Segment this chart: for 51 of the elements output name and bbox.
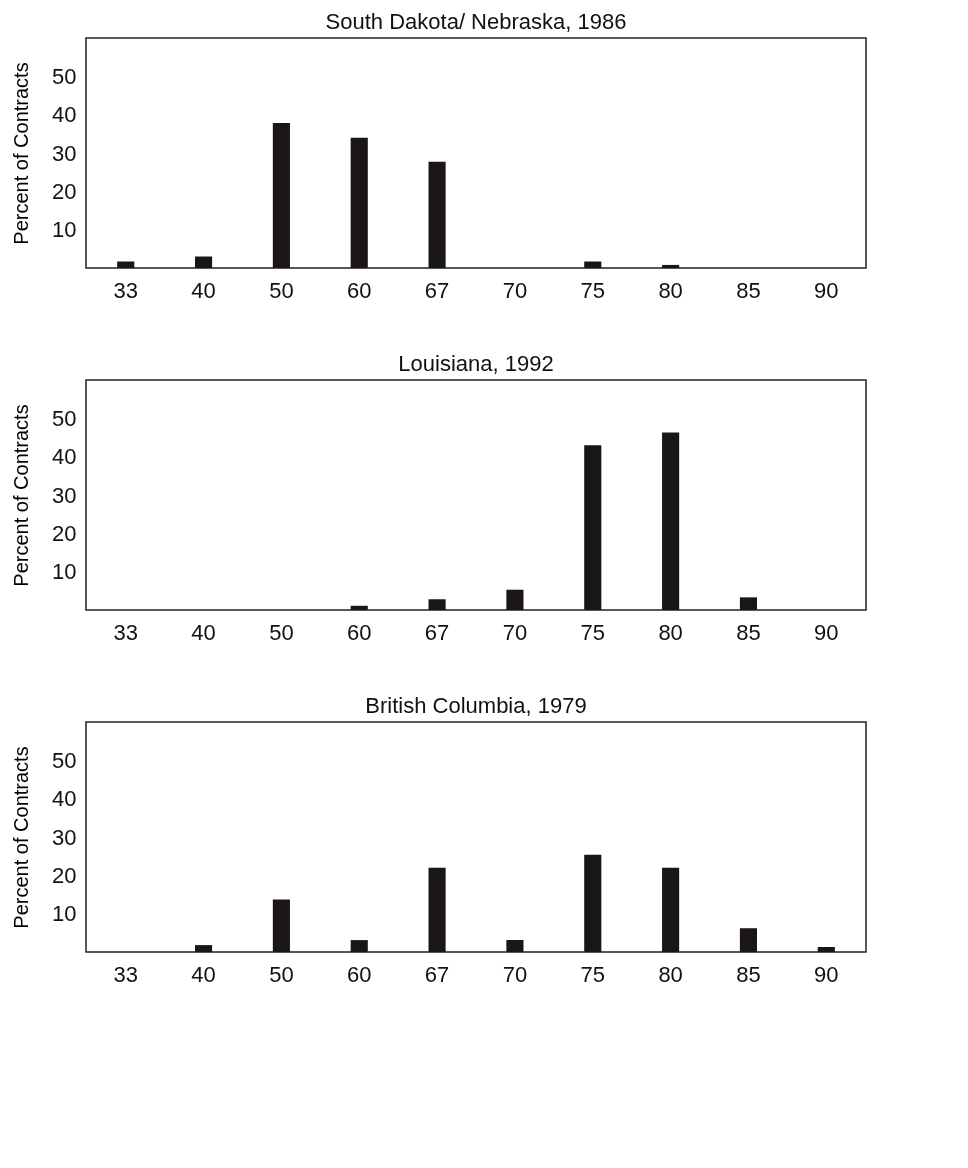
y-tick-label: 10 <box>52 901 77 927</box>
y-tick-label: 50 <box>52 405 77 431</box>
x-tick-label: 50 <box>269 961 294 987</box>
y-tick-label: 10 <box>52 217 77 243</box>
x-tick-label: 33 <box>113 961 138 987</box>
x-tick-label: 90 <box>814 277 839 303</box>
x-tick-label: 33 <box>113 277 138 303</box>
x-tick-label: 80 <box>658 961 683 987</box>
y-tick-label: 40 <box>52 444 77 470</box>
x-tick-label: 40 <box>191 961 216 987</box>
x-tick-label: 85 <box>736 619 761 645</box>
chart-title: South Dakota/ Nebraska, 1986 <box>325 9 627 34</box>
x-tick-label: 75 <box>580 961 606 987</box>
x-tick-label: 80 <box>658 619 683 645</box>
y-tick-label: 40 <box>52 786 77 812</box>
x-tick-label: 75 <box>580 277 606 303</box>
x-tick-label: 90 <box>814 961 839 987</box>
y-tick-label: 20 <box>52 862 77 888</box>
x-tick-label: 75 <box>580 619 606 645</box>
y-axis-title: Percent of Contracts <box>10 62 33 245</box>
x-tick-label: 67 <box>424 277 450 303</box>
x-tick-label: 60 <box>346 277 372 303</box>
x-tick-label: 60 <box>346 961 372 987</box>
x-tick-label: 85 <box>736 277 761 303</box>
x-tick-label: 80 <box>658 277 683 303</box>
y-axis-title: Percent of Contracts <box>10 746 33 929</box>
x-tick-label: 50 <box>269 277 294 303</box>
chart-title: British Columbia, 1979 <box>365 693 587 718</box>
x-tick-label: 67 <box>424 619 450 645</box>
y-tick-label: 50 <box>52 63 77 89</box>
x-tick-label: 67 <box>424 961 450 987</box>
x-tick-label: 70 <box>502 277 528 303</box>
y-tick-label: 20 <box>52 178 77 204</box>
y-tick-label: 40 <box>52 102 77 128</box>
x-tick-label: 60 <box>346 619 372 645</box>
y-tick-label: 30 <box>52 140 77 166</box>
x-tick-label: 40 <box>191 277 216 303</box>
x-tick-label: 40 <box>191 619 216 645</box>
y-tick-label: 50 <box>52 747 77 773</box>
y-axis-title: Percent of Contracts <box>10 404 33 587</box>
x-tick-label: 85 <box>736 961 761 987</box>
x-tick-label: 70 <box>502 619 528 645</box>
y-tick-label: 20 <box>52 520 77 546</box>
x-tick-label: 90 <box>814 619 839 645</box>
y-tick-label: 30 <box>52 824 77 850</box>
y-tick-label: 30 <box>52 482 77 508</box>
x-tick-label: 50 <box>269 619 294 645</box>
x-tick-label: 70 <box>502 961 528 987</box>
chart-title: Louisiana, 1992 <box>398 351 554 376</box>
x-tick-label: 33 <box>113 619 138 645</box>
y-tick-label: 10 <box>52 559 77 585</box>
